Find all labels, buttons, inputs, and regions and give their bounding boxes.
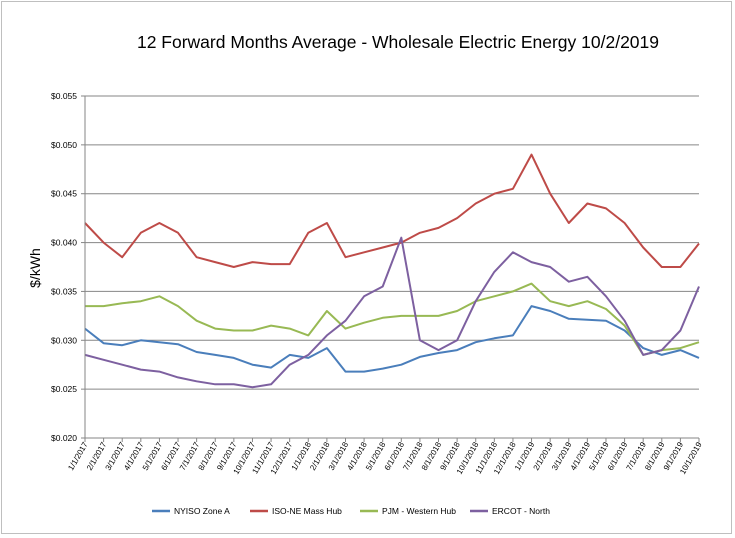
y-tick-label: $0.055 <box>51 91 77 101</box>
legend: NYISO Zone A ISO-NE Mass Hub PJM - Western… <box>152 506 550 516</box>
series-lines <box>84 153 700 389</box>
legend-label: NYISO Zone A <box>174 506 230 516</box>
series-line <box>85 282 700 356</box>
legend-label: PJM - Western Hub <box>382 506 456 516</box>
chart-title: 12 Forward Months Average - Wholesale El… <box>137 32 659 52</box>
x-tick-labels: 1/1/20172/1/20173/1/20174/1/20175/1/2017… <box>66 438 704 476</box>
y-tick-label: $0.020 <box>51 433 77 443</box>
y-tick-labels: $0.020 $0.025 $0.030 $0.035 $0.040 $0.045 $0.0… <box>51 91 77 443</box>
series-line <box>84 153 700 268</box>
y-tick-label: $0.030 <box>51 335 77 345</box>
axes <box>84 96 699 439</box>
y-tick-label: $0.045 <box>51 189 77 199</box>
y-axis-label: $/kWh <box>27 248 43 288</box>
legend-label: ISO-NE Mass Hub <box>272 506 342 516</box>
legend-label: ERCOT - North <box>492 506 550 516</box>
y-tick-label: $0.025 <box>51 384 77 394</box>
y-tick-label: $0.035 <box>51 286 77 296</box>
series-line <box>84 236 700 389</box>
series-line <box>84 305 700 373</box>
y-tick-label: $0.040 <box>51 238 77 248</box>
y-tick-label: $0.050 <box>51 140 77 150</box>
